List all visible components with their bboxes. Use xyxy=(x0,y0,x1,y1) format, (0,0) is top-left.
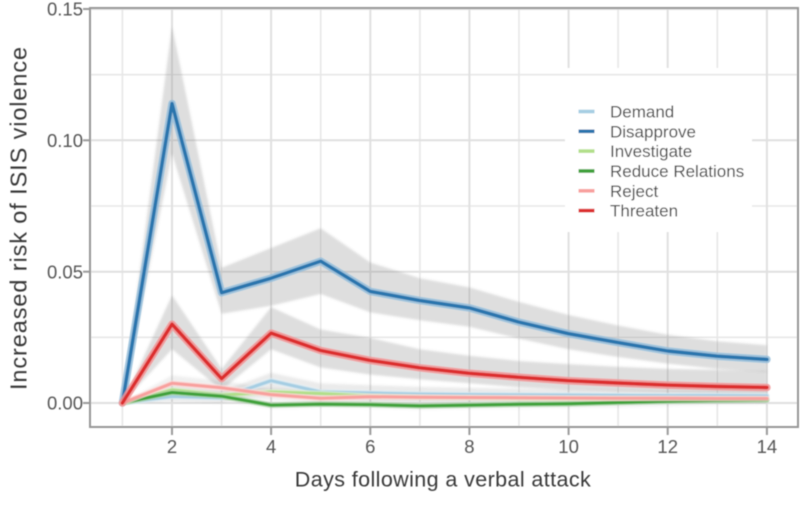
svg-text:0.00: 0.00 xyxy=(47,393,83,414)
svg-text:4: 4 xyxy=(266,436,276,457)
svg-text:Days following a verbal attack: Days following a verbal attack xyxy=(295,468,591,492)
svg-text:Disapprove: Disapprove xyxy=(610,122,696,141)
svg-text:2: 2 xyxy=(167,436,177,457)
svg-text:12: 12 xyxy=(657,436,678,457)
svg-text:Investigate: Investigate xyxy=(610,142,692,161)
svg-text:0.10: 0.10 xyxy=(47,130,83,151)
svg-text:Reduce Relations: Reduce Relations xyxy=(610,162,744,181)
svg-text:0.05: 0.05 xyxy=(47,261,83,282)
svg-text:Reject: Reject xyxy=(610,182,658,201)
svg-text:8: 8 xyxy=(464,436,474,457)
svg-text:Increased risk of ISIS violenc: Increased risk of ISIS violence xyxy=(6,46,32,390)
svg-text:6: 6 xyxy=(365,436,375,457)
svg-text:Demand: Demand xyxy=(610,103,674,122)
svg-text:10: 10 xyxy=(558,436,579,457)
svg-text:Threaten: Threaten xyxy=(610,202,678,221)
svg-text:14: 14 xyxy=(757,436,778,457)
svg-text:0.15: 0.15 xyxy=(47,0,83,20)
